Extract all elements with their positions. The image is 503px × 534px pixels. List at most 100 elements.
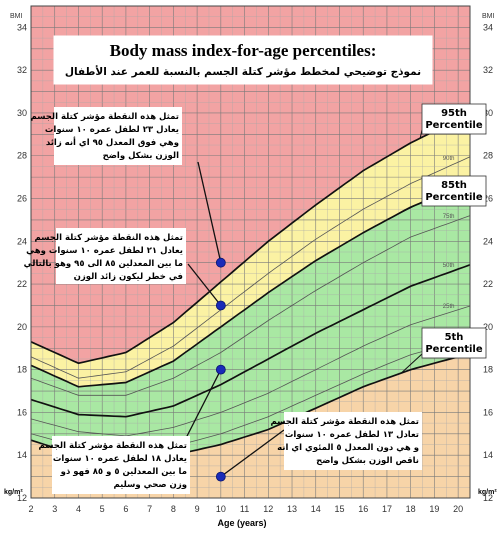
annotation-text: وزن صحي وسليم <box>113 480 187 490</box>
y-tick-label-right: 32 <box>483 65 493 75</box>
annotation-box <box>56 228 186 284</box>
y-tick-label-left: 28 <box>17 151 27 161</box>
x-tick-label: 9 <box>195 504 200 514</box>
chart-title: Body mass index-for-age percentiles: <box>110 41 377 60</box>
series-line-90th <box>30 156 471 379</box>
y-tick-label-left: 20 <box>17 322 27 332</box>
data-point <box>215 257 226 268</box>
y-tick-label-left: 26 <box>17 194 27 204</box>
chart-subtitle: نموذج توضيحي لمخطط مؤشر كتلة الجسم بالنس… <box>65 65 421 78</box>
data-point <box>215 300 226 311</box>
x-tick-label: 2 <box>28 504 33 514</box>
y-tick-label-right: 12 <box>483 493 493 503</box>
data-points <box>215 257 226 482</box>
y-tick-label-left: 22 <box>17 279 27 289</box>
annotation-text: يعادل ٢٣ لطفل عمره ١٠ سنوات <box>45 125 179 135</box>
percentile-callout-text: Percentile <box>425 120 483 131</box>
annotation-text: يعادل ١٨ لطفل عمره ١٠ سنوات <box>53 454 187 464</box>
y-tick-label-right: 20 <box>483 322 493 332</box>
x-tick-label: 12 <box>263 504 273 514</box>
percentile-callout-line <box>391 201 423 218</box>
percentile-callout-box <box>421 175 487 207</box>
annotation-connector <box>183 369 222 443</box>
annotation-text: ناقص الوزن بشكل واضح <box>316 456 419 466</box>
annotation-connector <box>197 161 222 263</box>
y-axis-label-left: BMI <box>10 13 23 20</box>
percentile-big-labels: 95thPercentile85thPercentile5thPercentil… <box>391 103 487 374</box>
x-tick-label: 15 <box>334 504 344 514</box>
annotation-text: تمثل هذه النقطة مؤشر كتلة الجسم <box>34 233 183 243</box>
y-tick-label-left: 34 <box>17 22 27 32</box>
annotation-text: تمثل هذه النقطة مؤشر كتلة الجسم <box>270 417 419 427</box>
y-tick-label-right: 14 <box>483 450 493 460</box>
annotation-text: تمثل هذه النقطة مؤشر كتلة الجسم <box>38 441 187 451</box>
y-ticks-left: 12 14 16 18 20 22 24 26 28 30 32 34 <box>17 22 27 503</box>
annotation-box <box>284 412 422 470</box>
percentile-callout-text: 95th <box>441 108 467 119</box>
x-axis-label: Age (years) <box>217 518 266 528</box>
y-tick-label-left: 30 <box>17 108 27 118</box>
annotations: تمثل هذه النقطة مؤشر كتلة الجسم يعادل ٢٣ … <box>24 107 422 494</box>
y-tick-label-right: 22 <box>483 279 493 289</box>
percentile-label-90th: 90th <box>443 156 455 162</box>
series-line-50th <box>30 264 471 418</box>
percentile-callout-text: 5th <box>445 332 464 343</box>
series-line-95th <box>30 112 471 365</box>
title-box: Body mass index-for-age percentiles: نمو… <box>53 35 433 85</box>
annotation-text: تمثل هذه النقطة مؤشر كتلة الجسم <box>30 112 179 122</box>
annotation-text: في خطر ليكون زائد الوزن <box>74 272 183 282</box>
x-tick-label: 11 <box>240 504 249 514</box>
x-tick-label: 3 <box>52 504 57 514</box>
annotation-text: وهي فوق المعدل ٩٥ اي أنه زائد <box>46 136 179 148</box>
x-tick-label: 16 <box>358 504 368 514</box>
percentile-callout-text: Percentile <box>425 344 483 355</box>
y-tick-label-right: 16 <box>483 407 493 417</box>
annotation-text: ما بين المعدلين ٨٥ الى ٩٥ وهو بالتالي <box>24 259 183 269</box>
percentile-label-75th: 75th <box>443 214 455 220</box>
y-tick-label-left: 32 <box>17 65 27 75</box>
x-tick-label: 8 <box>171 504 176 514</box>
series-line-25th <box>30 305 471 437</box>
annotation-connector <box>220 429 285 478</box>
x-ticks: 2 3 4 5 6 7 8 9 10 11 12 13 14 15 16 17 18 19 20 <box>28 504 463 514</box>
y-tick-label-left: 24 <box>17 236 27 246</box>
percentile-callout-line <box>400 353 423 374</box>
y-tick-label-right: 24 <box>483 236 493 246</box>
x-tick-label: 14 <box>311 504 321 514</box>
annotation-text: ما بين المعدلين ٥ و ٨٥ فهو ذو <box>60 467 187 477</box>
y-tick-label-right: 26 <box>483 194 493 204</box>
y-unit-label-left: kg/m² <box>4 489 23 496</box>
y-unit-label-right: kg/m² <box>478 489 497 496</box>
annotation-box <box>52 436 190 494</box>
y-tick-label-right: 30 <box>483 108 493 118</box>
annotation-text: تعادل ١٣ لطفل عمره ١٠ سنوات <box>285 430 419 440</box>
annotation-connector <box>187 263 222 306</box>
grid <box>30 5 471 499</box>
x-tick-label: 19 <box>429 504 439 514</box>
x-tick-label: 10 <box>216 504 226 514</box>
annotation-text: و هي دون المعدل ٥ المئوي اي انه <box>277 443 419 453</box>
percentile-callout-text: Percentile <box>425 192 483 203</box>
x-tick-label: 17 <box>382 504 392 514</box>
x-tick-label: 18 <box>406 504 416 514</box>
percentile-label-25th: 25th <box>443 304 455 310</box>
x-tick-label: 13 <box>287 504 297 514</box>
y-tick-label-right: 28 <box>483 151 493 161</box>
x-tick-label: 4 <box>76 504 81 514</box>
x-tick-label: 5 <box>100 504 105 514</box>
x-tick-label: 20 <box>453 504 463 514</box>
series-line-75th <box>30 215 471 396</box>
y-tick-label-left: 16 <box>17 407 27 417</box>
percentile-callout-box <box>421 327 487 359</box>
percentile-label-50th: 50th <box>443 263 455 269</box>
data-point <box>215 364 226 375</box>
y-tick-label-left: 14 <box>17 450 27 460</box>
y-tick-label-left: 12 <box>17 493 27 503</box>
percentile-callout-box <box>421 103 487 135</box>
y-tick-label-right: 34 <box>483 22 493 32</box>
y-tick-label-right: 18 <box>483 365 493 375</box>
y-tick-label-left: 18 <box>17 365 27 375</box>
annotation-box <box>54 107 182 165</box>
annotation-text: الوزن بشكل واضح <box>103 151 179 161</box>
